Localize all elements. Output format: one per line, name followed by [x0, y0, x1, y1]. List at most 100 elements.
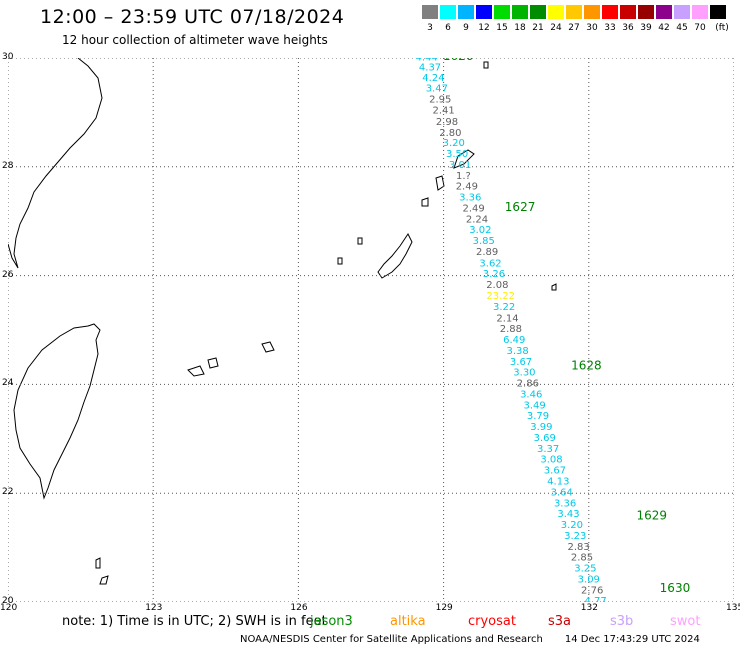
satellite-label: s3a [548, 614, 572, 629]
legend-label: 30 [586, 23, 598, 33]
legend-swatch [710, 5, 726, 19]
legend-label: 33 [604, 23, 616, 33]
pass-time-label: 1627 [505, 200, 536, 214]
satellite-label: jason3 [310, 614, 353, 629]
legend-swatch [548, 5, 564, 19]
wave-height-label: 3.09 [578, 574, 600, 585]
legend-swatch [674, 5, 690, 19]
legend-swatch [458, 5, 474, 19]
wave-height-points: 4.444.374.243.472.952.412.982.803.203.50… [416, 58, 607, 602]
wave-height-label: 3.69 [534, 433, 556, 444]
wave-height-label: 2.83 [568, 542, 590, 553]
amami-coast [453, 149, 475, 169]
legend-swatch [494, 5, 510, 19]
legend-label: 18 [514, 23, 526, 33]
credit-text: NOAA/NESDIS Center for Satellite Applica… [240, 634, 543, 645]
page-title: 12:00 – 23:59 UTC 07/18/2024 [40, 6, 345, 28]
wave-height-label: 3.08 [540, 455, 562, 466]
legend-label: 24 [550, 23, 562, 33]
legend-label: 9 [463, 23, 469, 33]
lat-tick-label: 28 [2, 160, 14, 171]
footer-credit-line: NOAA/NESDIS Center for Satellite Applica… [240, 634, 722, 645]
islets-coast-5 [99, 575, 109, 585]
legend-swatch [566, 5, 582, 19]
wave-height-label: 4.44 [416, 58, 438, 64]
wave-height-label: 4.77 [584, 596, 606, 602]
wave-height-label: 3.23 [564, 531, 586, 542]
lon-tick-label: 126 [290, 603, 308, 613]
wave-height-label: 3.36 [554, 498, 576, 509]
timestamp-text: 14 Dec 17:43:29 UTC 2024 [564, 634, 700, 645]
legend-label: 27 [568, 23, 580, 33]
legend-swatch [476, 5, 492, 19]
legend-swatch [620, 5, 636, 19]
legend-label: 12 [478, 23, 490, 33]
wave-height-label: 3.01 [449, 160, 471, 171]
legend-label: 70 [694, 23, 706, 33]
legend-label: 3 [427, 23, 433, 33]
wave-height-label: 3.47 [426, 84, 448, 95]
wave-height-label: 3.49 [523, 400, 545, 411]
wave-height-label: 3.22 [493, 302, 515, 313]
wave-height-label: 1.? [456, 171, 471, 182]
tokunoshima-coast [435, 175, 445, 191]
pass-time-label: 1630 [660, 581, 691, 595]
wave-height-label: 2.08 [486, 280, 508, 291]
wave-height-label: 2.85 [571, 553, 593, 564]
pass-time-label: 1626 [443, 58, 474, 63]
wave-height-label: 3.30 [513, 368, 535, 379]
lon-tick-label: 129 [435, 603, 453, 613]
wave-height-label: 3.85 [473, 236, 495, 247]
legend-label: 36 [622, 23, 634, 33]
wave-height-label: 3.26 [483, 269, 505, 280]
wave-height-label: 3.20 [561, 520, 583, 531]
wave-height-label: 2.86 [517, 379, 539, 390]
page-subtitle: 12 hour collection of altimeter wave hei… [62, 33, 328, 47]
islets-coast-2 [357, 237, 363, 245]
legend-swatch [512, 5, 528, 19]
lat-tick-label: 22 [2, 487, 14, 498]
lat-lon-grid [8, 58, 734, 602]
legend-label: 39 [640, 23, 652, 33]
legend-label: 42 [658, 23, 670, 33]
wave-height-label: 3.67 [510, 357, 532, 368]
wave-height-label: 2.14 [496, 313, 518, 324]
wave-height-label: 2.98 [436, 117, 458, 128]
lat-tick-label: 20 [2, 596, 14, 606]
lon-tick-label: 132 [580, 603, 598, 613]
iriomote-coast [207, 357, 219, 369]
wave-height-label: 2.24 [466, 214, 488, 225]
wave-height-label: 3.36 [459, 193, 481, 204]
wave-height-label: 4.37 [419, 63, 441, 74]
wave-height-label: 2.49 [462, 203, 484, 214]
wave-height-label: 3.64 [551, 487, 573, 498]
kyushu-islands-coast [8, 58, 103, 269]
legend-swatch [422, 5, 438, 19]
legend-swatch [638, 5, 654, 19]
legend-swatch [440, 5, 456, 19]
wave-height-map: 4.444.374.243.472.952.412.982.803.203.50… [8, 58, 734, 602]
satellite-label: cryosat [468, 614, 516, 629]
wave-height-label: 2.88 [500, 324, 522, 335]
lon-tick-label: 135 [726, 603, 740, 613]
wave-height-label: 2.89 [476, 247, 498, 258]
lat-tick-label: 26 [2, 269, 14, 280]
legend-swatch [584, 5, 600, 19]
islets-coast-4 [95, 557, 101, 569]
wave-height-label: 3.67 [544, 466, 566, 477]
wave-height-label: 3.62 [479, 258, 501, 269]
wave-height-label: 3.43 [557, 509, 579, 520]
wave-height-label: 3.37 [537, 444, 559, 455]
pass-time-label: 1628 [571, 359, 602, 373]
lon-tick-label: 123 [145, 603, 163, 613]
wave-height-label: 2.80 [439, 128, 461, 139]
time-labels: 1626 1627 1628 1629 1630 [443, 58, 690, 595]
legend-swatch [602, 5, 618, 19]
wave-height-label: 2.76 [581, 585, 603, 596]
satellite-label: s3b [610, 614, 634, 629]
satellite-label: altika [390, 614, 426, 629]
wave-height-label: 3.20 [443, 138, 465, 149]
legend-swatch [656, 5, 672, 19]
wave-height-label: 3.38 [507, 346, 529, 357]
wave-height-label: 4.24 [422, 73, 444, 84]
